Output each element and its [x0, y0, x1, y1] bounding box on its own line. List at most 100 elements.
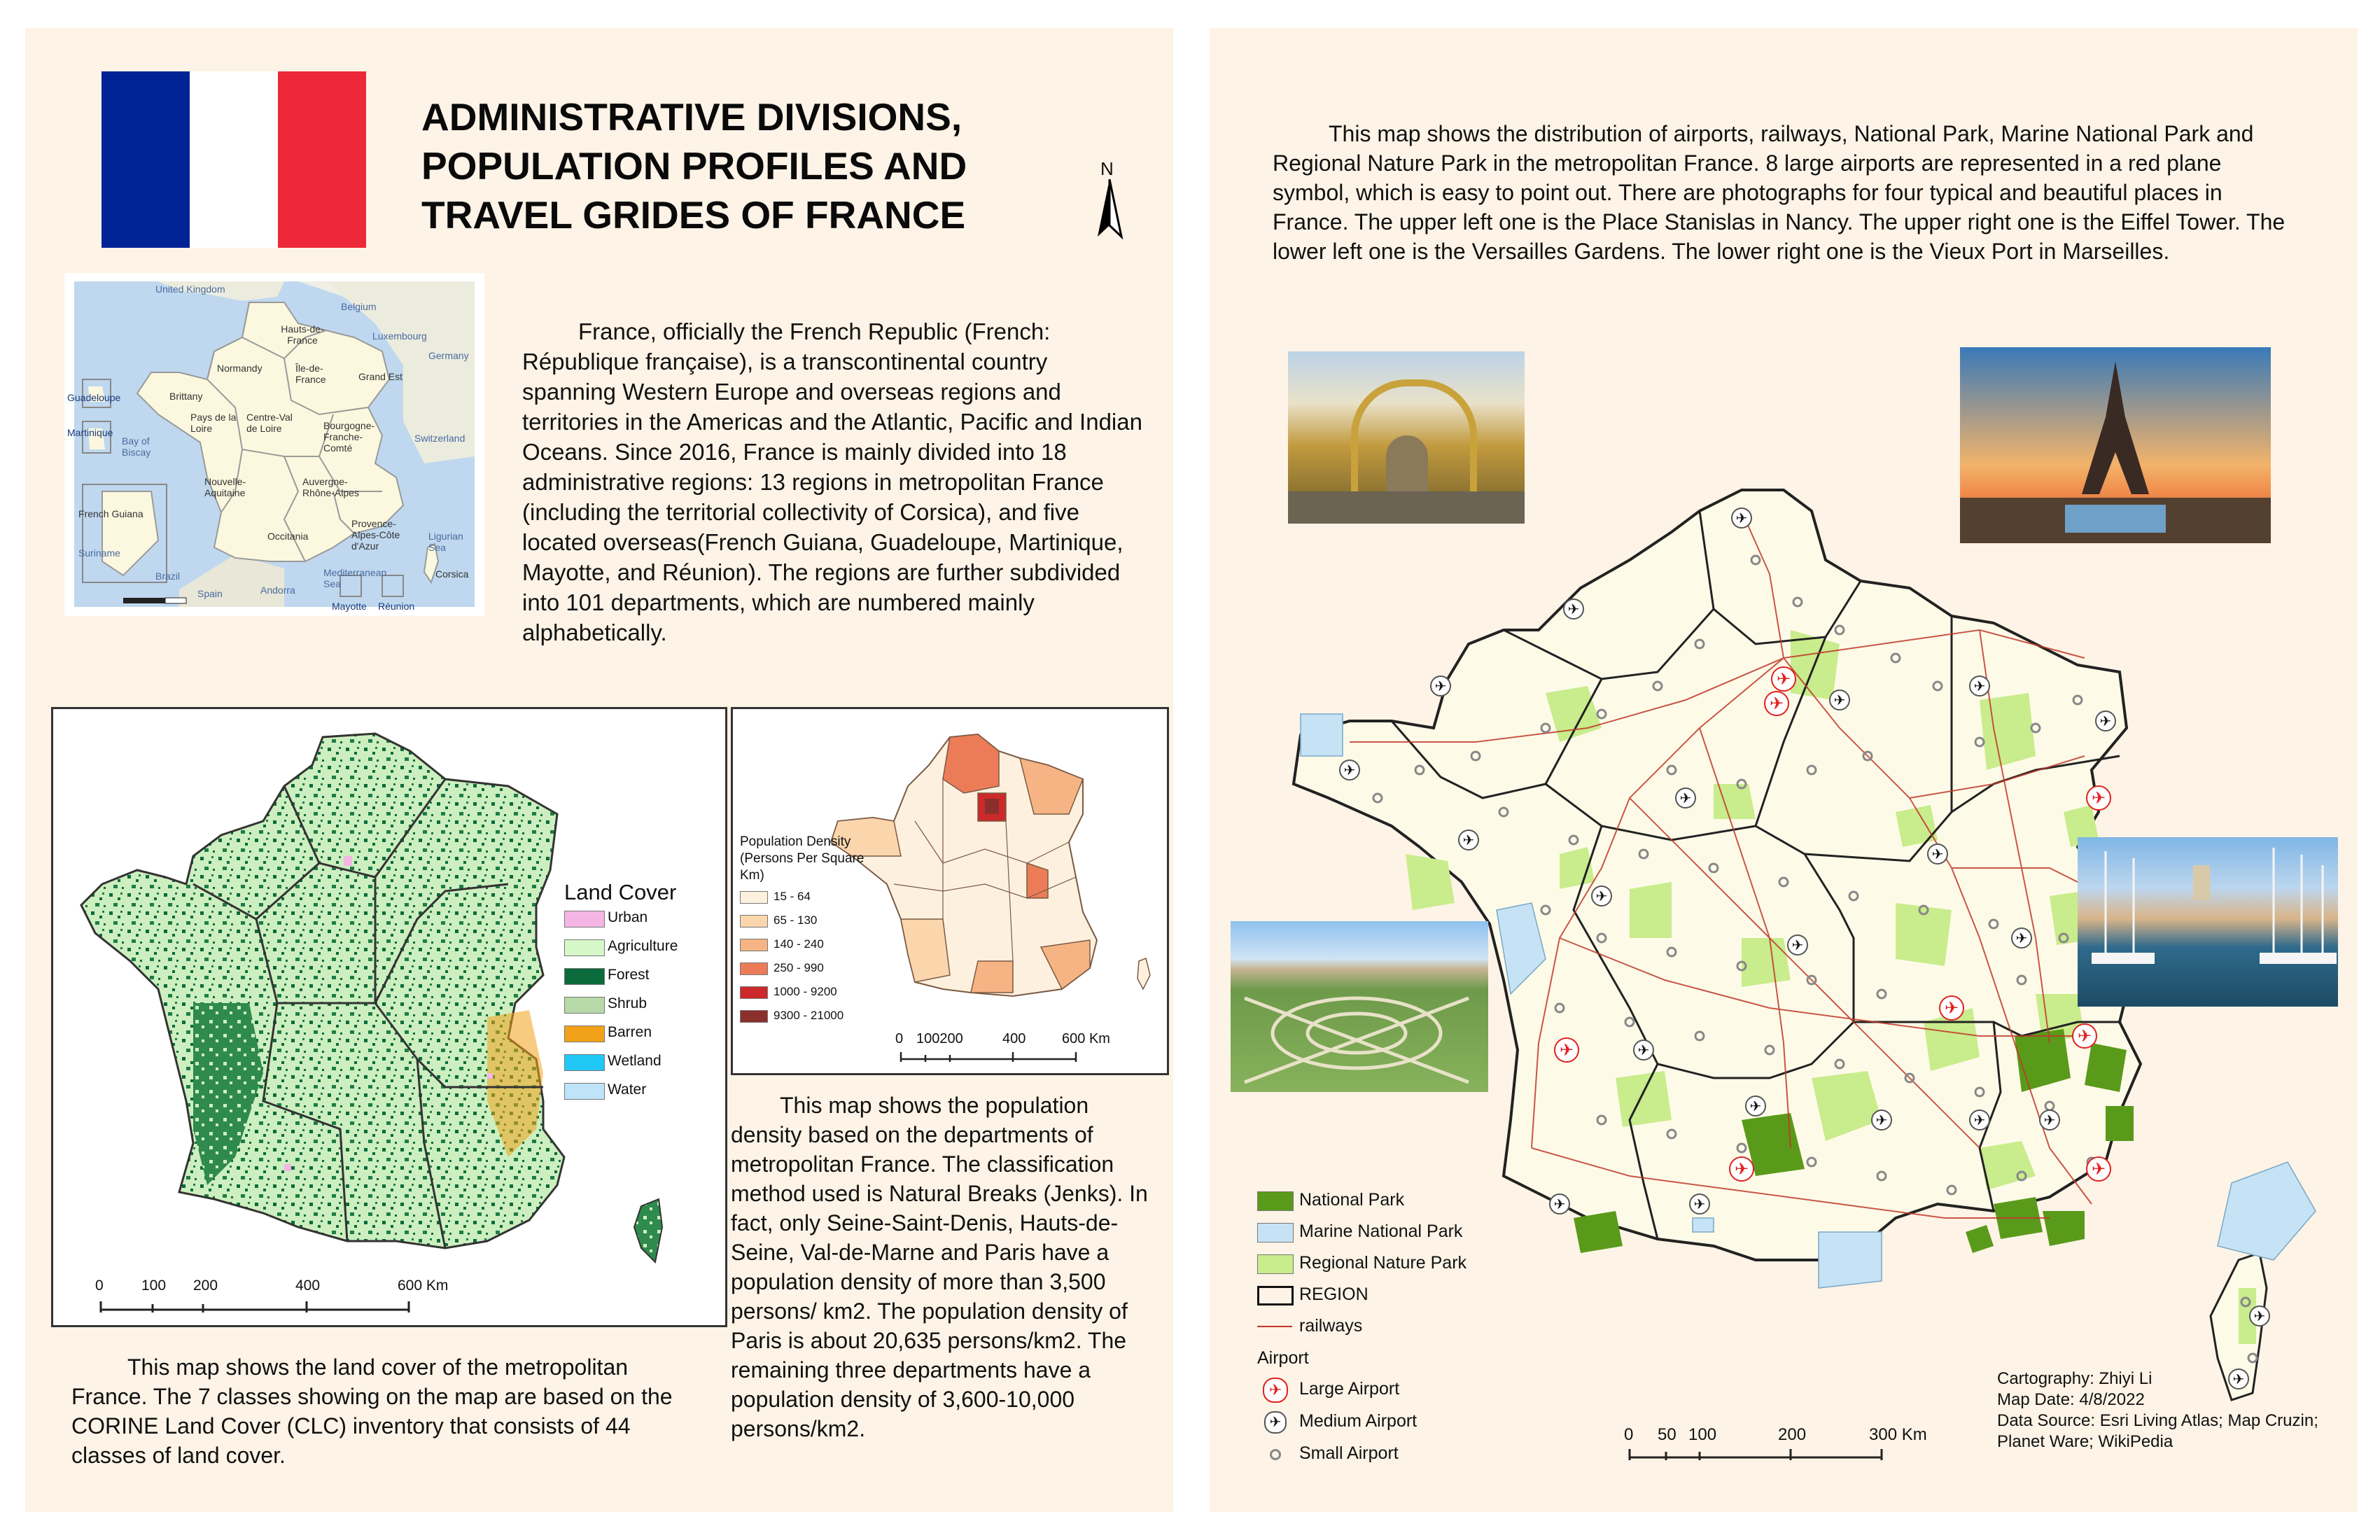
svg-text:✈: ✈ [2233, 1372, 2245, 1387]
pop-class-2: 65 - 130 [740, 913, 880, 930]
svg-text:✈: ✈ [1932, 847, 1944, 862]
svg-text:✈: ✈ [1945, 999, 1959, 1018]
label-bay-of-biscay: Bay of Biscay [122, 435, 151, 458]
national-park-swatch [1257, 1191, 1294, 1211]
lc-scale-0: 0 [95, 1278, 104, 1294]
right-scale-300-value: 300 [1869, 1425, 1898, 1444]
title-line-1: ADMINISTRATIVE DIVISIONS, [421, 95, 962, 139]
pop-scale-0: 0 [895, 1031, 904, 1046]
legend-large-airport: ✈ Large Airport [1257, 1378, 1537, 1404]
title-line-3: TRAVEL GRIDES OF FRANCE [421, 193, 966, 237]
legend-barren: Barren [564, 1024, 704, 1045]
title-line-2: POPULATION PROFILES AND [421, 144, 967, 188]
lc-scale-unit: Km [426, 1278, 449, 1294]
label-luxembourg: Luxembourg [372, 330, 427, 342]
legend-marine-park: Marine National Park [1257, 1222, 1537, 1245]
right-scale-300: 300 Km [1869, 1425, 1927, 1445]
legend-urban: Urban [564, 909, 704, 930]
label-spain: Spain [197, 588, 223, 599]
label-switzerland: Switzerland [414, 433, 465, 444]
svg-text:✈: ✈ [1876, 1113, 1888, 1128]
legend-region: REGION [1257, 1284, 1537, 1308]
svg-text:✈: ✈ [1974, 679, 1986, 694]
page-title: ADMINISTRATIVE DIVISIONS, POPULATION PRO… [421, 92, 1121, 239]
label-occitania: Occitania [267, 531, 309, 542]
svg-text:✈: ✈ [1560, 1041, 1574, 1060]
forest-swatch [564, 968, 605, 985]
legend-urban-label: Urban [608, 909, 648, 925]
svg-text:✈: ✈ [1834, 693, 1846, 708]
population-density-map: Population Density (Persons Per Square K… [731, 707, 1169, 1075]
label-corsica: Corsica [435, 568, 469, 580]
label-brazil: Brazil [155, 570, 181, 582]
legend-agriculture: Agriculture [564, 938, 704, 959]
legend-small-airport: Small Airport [1257, 1443, 1537, 1469]
svg-text:✈: ✈ [1750, 1099, 1762, 1114]
pop-scale-600-value: 600 [1062, 1031, 1086, 1046]
pop-swatch-2 [740, 915, 768, 927]
medium-airports: ✈ ✈ ✈ ✈ ✈ ✈ ✈ ✈ ✈ ✈ ✈ ✈ ✈ ✈ ✈ ✈ ✈ ✈ ✈ ✈ … [1339, 507, 2270, 1390]
pop-scale-600: 600 Km [1062, 1031, 1110, 1047]
svg-text:✈: ✈ [1736, 511, 1748, 526]
lc-scale-100: 100 [141, 1278, 167, 1294]
label-ligurian-sea: Ligurian Sea [428, 531, 463, 553]
railways-label: railways [1299, 1316, 1363, 1336]
urban-swatch [564, 911, 605, 927]
label-grand-est: Grand Est [358, 371, 403, 382]
svg-text:✈: ✈ [1792, 938, 1804, 953]
right-scale-200: 200 [1778, 1425, 1807, 1444]
svg-text:✈: ✈ [1344, 763, 1356, 778]
pop-class-1: 15 - 64 [740, 890, 880, 906]
label-centre-val-de-loire: Centre-Val de Loire [246, 412, 293, 434]
pop-scale-unit: Km [1088, 1031, 1110, 1046]
population-legend-title: Population Density (Persons Per Square K… [740, 834, 864, 884]
pop-class-3: 140 - 240 [740, 937, 880, 954]
photo-eiffel-tower [1960, 347, 2271, 543]
legend-shrub-label: Shrub [608, 995, 648, 1011]
svg-text:✈: ✈ [2016, 931, 2028, 946]
pop-title-line-3: Km) [740, 868, 764, 883]
pop-class-4: 250 - 990 [740, 961, 880, 978]
region-swatch [1257, 1286, 1294, 1306]
label-brittany: Brittany [169, 391, 203, 402]
pop-title-line-2: (Persons Per Square [740, 851, 864, 866]
credit-date: Map Date: 4/8/2022 [1997, 1390, 2145, 1409]
label-martinique: Martinique [67, 427, 113, 438]
pop-swatch-6 [740, 1010, 768, 1023]
label-suriname: Suriname [78, 547, 120, 559]
legend-wetland: Wetland [564, 1053, 704, 1074]
svg-text:✈: ✈ [1777, 670, 1791, 689]
north-label: N [1100, 158, 1114, 179]
pop-swatch-1 [740, 891, 768, 904]
barren-swatch [564, 1026, 605, 1042]
photo-vieux-port [2078, 837, 2338, 1007]
pop-swatch-3 [740, 939, 768, 951]
label-mayotte: Mayotte [332, 601, 367, 612]
right-scale-0: 0 [1624, 1425, 1634, 1444]
left-panel: ADMINISTRATIVE DIVISIONS, POPULATION PRO… [25, 28, 1173, 1512]
legend-shrub: Shrub [564, 995, 704, 1016]
large-airport-label: Large Airport [1299, 1379, 1400, 1399]
pop-class-3-label: 140 - 240 [774, 937, 824, 951]
svg-text:✈: ✈ [1554, 1197, 1566, 1212]
svg-text:✈: ✈ [1435, 679, 1447, 694]
label-ile-de-france: Île-de-France [295, 363, 326, 385]
legend-medium-airport: ✈ Medium Airport [1257, 1411, 1537, 1436]
svg-text:✈: ✈ [1974, 1113, 1986, 1128]
svg-text:✈: ✈ [1694, 1197, 1706, 1212]
regional-park-label: Regional Nature Park [1299, 1253, 1467, 1273]
svg-text:✈: ✈ [2044, 1113, 2056, 1128]
right-scale-unit: Km [1901, 1425, 1927, 1444]
legend-forest: Forest [564, 967, 704, 988]
svg-text:✈: ✈ [1770, 694, 1784, 713]
airport-header: Airport [1257, 1348, 1309, 1368]
svg-text:✈: ✈ [2100, 714, 2112, 729]
region-label: REGION [1299, 1284, 1368, 1304]
right-scale-100: 100 [1688, 1425, 1717, 1444]
svg-text:✈: ✈ [1463, 833, 1475, 848]
lc-scale-600: 600 Km [398, 1278, 448, 1294]
label-auvergne: Auvergne-Rhône-Alpes [302, 476, 359, 498]
label-mediterranean-sea: Mediterranean Sea [323, 567, 387, 589]
railways-swatch [1257, 1326, 1292, 1327]
pop-class-1-label: 15 - 64 [774, 890, 811, 903]
